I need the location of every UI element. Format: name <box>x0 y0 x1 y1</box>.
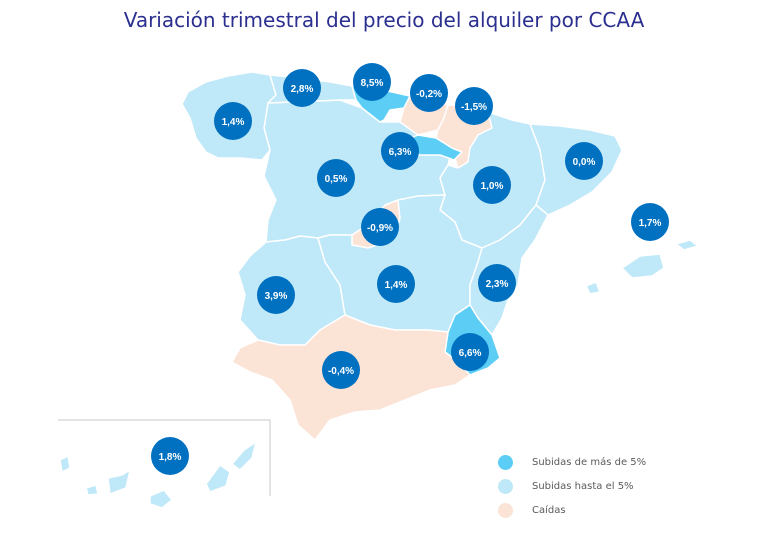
legend: Subidas de más de 5% Subidas hasta el 5%… <box>498 450 646 522</box>
legend-item-low: Subidas hasta el 5% <box>498 474 646 498</box>
badge-value: -0,4% <box>328 366 354 377</box>
badge-circle <box>377 265 415 303</box>
canarias-frame <box>58 419 271 496</box>
legend-swatch-low <box>498 478 513 494</box>
badge-value: 1,8% <box>159 452 182 463</box>
legend-label-fall: Caídas <box>532 504 566 516</box>
badge-value: 0,5% <box>325 174 348 185</box>
badge-murcia: 6,6% <box>451 333 489 371</box>
badge-value: -1,5% <box>461 102 487 113</box>
badge-value: 0,0% <box>573 157 596 168</box>
badge-navarra: -1,5% <box>455 87 493 125</box>
badge-value: 8,5% <box>361 78 384 89</box>
region-baleares-menorca[interactable] <box>675 239 699 251</box>
badge-c-valenciana: 2,3% <box>478 264 516 302</box>
badge-circle <box>322 351 360 389</box>
badge-circle <box>451 333 489 371</box>
badge-value: 1,7% <box>639 218 662 229</box>
region-canarias-6[interactable] <box>231 441 257 471</box>
badge-value: 2,3% <box>486 279 509 290</box>
badge-value: 1,0% <box>481 181 504 192</box>
legend-item-fall: Caídas <box>498 498 646 522</box>
badge-circle <box>455 87 493 125</box>
badge-asturias: 2,8% <box>283 69 321 107</box>
badge-value: 6,6% <box>459 348 482 359</box>
legend-swatch-high <box>498 454 513 470</box>
legend-swatch-fall <box>498 502 513 518</box>
badge-value: 3,9% <box>265 291 288 302</box>
legend-label-high: Subidas de más de 5% <box>532 456 647 468</box>
badge-value: -0,2% <box>416 89 442 100</box>
badge-pa-s-vasco: -0,2% <box>410 74 448 112</box>
badge-galicia: 1,4% <box>214 102 252 140</box>
badge-value: 6,3% <box>389 147 412 158</box>
region-baleares[interactable] <box>621 253 665 279</box>
badge-circle <box>473 166 511 204</box>
badge-circle <box>151 437 189 475</box>
badge-arag-n: 1,0% <box>473 166 511 204</box>
badge-circle <box>361 208 399 246</box>
badge-madrid: -0,9% <box>361 208 399 246</box>
badge-value: 1,4% <box>385 280 408 291</box>
badge-value: 1,4% <box>222 117 245 128</box>
badge-cantabria: 8,5% <box>353 63 391 101</box>
badge-value: -0,9% <box>367 223 393 234</box>
badge-circle <box>257 276 295 314</box>
badge-baleares: 1,7% <box>631 203 669 241</box>
badge-castilla-y-le-n: 0,5% <box>317 159 355 197</box>
badges-layer: 1,4% 2,8% 8,5% -0,2% -1,5% 0,5% 6,3% 1,0% 0,0% -0… <box>151 63 669 475</box>
badge-circle <box>353 63 391 101</box>
region-canarias-5[interactable] <box>205 464 231 493</box>
badge-circle <box>317 159 355 197</box>
region-canarias-1[interactable] <box>59 455 71 473</box>
badge-castilla-la-mancha: 1,4% <box>377 265 415 303</box>
badge-catalu-a: 0,0% <box>565 142 603 180</box>
badge-circle <box>565 142 603 180</box>
badge-value: 2,8% <box>291 84 314 95</box>
badge-circle <box>381 132 419 170</box>
badge-la-rioja: 6,3% <box>381 132 419 170</box>
badge-circle <box>410 74 448 112</box>
region-canarias-4[interactable] <box>149 489 173 509</box>
map-title: Variación trimestral del precio del alqu… <box>123 8 645 32</box>
region-canarias-3[interactable] <box>107 469 131 495</box>
badge-circle <box>631 203 669 241</box>
badge-andaluc-a: -0,4% <box>322 351 360 389</box>
badge-circle <box>214 102 252 140</box>
region-canarias-2[interactable] <box>85 484 99 496</box>
legend-label-low: Subidas hasta el 5% <box>532 480 634 492</box>
badge-circle <box>478 264 516 302</box>
legend-item-high: Subidas de más de 5% <box>498 450 646 474</box>
badge-circle <box>283 69 321 107</box>
region-baleares-ibiza[interactable] <box>585 281 601 295</box>
badge-canarias: 1,8% <box>151 437 189 475</box>
badge-extremadura: 3,9% <box>257 276 295 314</box>
